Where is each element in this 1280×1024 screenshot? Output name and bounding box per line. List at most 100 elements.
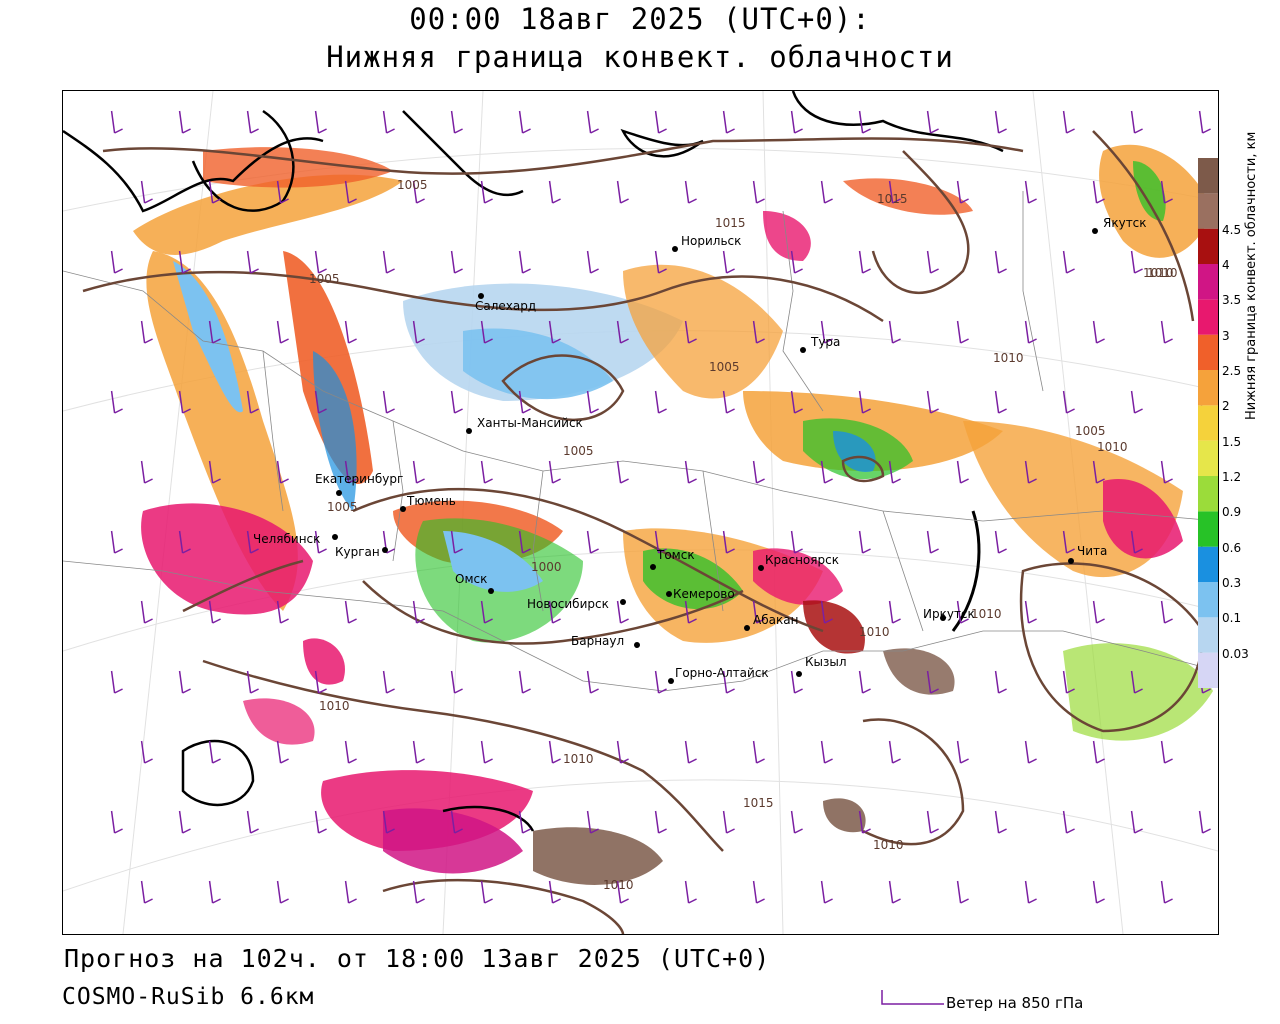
- wind-barb: [926, 110, 939, 134]
- city-label: Томск: [656, 548, 695, 562]
- isobar-label: 1010: [563, 752, 594, 766]
- wind-barb: [684, 460, 697, 484]
- city-marker-icon[interactable]: [488, 588, 494, 594]
- wind-barb: [518, 250, 531, 274]
- wind-barb: [208, 320, 221, 344]
- wind-barb: [246, 390, 259, 414]
- wind-barb: [140, 880, 153, 904]
- color-scale-tick: 2.5: [1222, 364, 1242, 378]
- wind-barb: [926, 810, 939, 834]
- city-marker-icon[interactable]: [382, 547, 388, 553]
- wind-barb: [548, 600, 561, 624]
- wind-barb: [276, 320, 289, 344]
- city-label: Барнаул: [571, 634, 624, 648]
- city-marker-icon[interactable]: [666, 591, 672, 597]
- city-marker-icon[interactable]: [1092, 228, 1098, 234]
- city-marker-icon[interactable]: [1068, 558, 1074, 564]
- map-canvas: 1005100510151015101010101005100510051010…: [63, 91, 1218, 934]
- wind-barb: [1198, 110, 1211, 134]
- city-marker-icon[interactable]: [336, 490, 342, 496]
- isobar-label: 1015: [715, 216, 746, 230]
- city-label: Якутск: [1103, 216, 1147, 230]
- wind-barb: [722, 390, 735, 414]
- isobar-label: 1005: [397, 178, 428, 192]
- city-marker-icon[interactable]: [650, 564, 656, 570]
- wind-barb: [994, 250, 1007, 274]
- city-marker-icon[interactable]: [478, 293, 484, 299]
- city-marker-icon[interactable]: [744, 625, 750, 631]
- wind-barb: [344, 320, 357, 344]
- city-marker-icon[interactable]: [668, 678, 674, 684]
- wind-barb: [246, 110, 259, 134]
- wind-barb: [684, 180, 697, 204]
- city-marker-icon[interactable]: [466, 428, 472, 434]
- city-marker-icon[interactable]: [796, 671, 802, 677]
- color-scale-swatch: [1198, 652, 1218, 688]
- wind-barb: [412, 740, 425, 764]
- city-marker-icon[interactable]: [940, 615, 946, 621]
- wind-barb: [586, 250, 599, 274]
- wind-barb: [654, 250, 667, 274]
- isobar-label: 1010: [993, 351, 1024, 365]
- weather-map[interactable]: 1005 1005 1015 1015 1010 1010 1005 1005 1005 1010…: [62, 90, 1219, 935]
- city-marker-icon[interactable]: [672, 246, 678, 252]
- city-marker-icon[interactable]: [758, 565, 764, 571]
- wind-barb: [994, 670, 1007, 694]
- wind-barb: [722, 670, 735, 694]
- wind-barb: [1024, 320, 1037, 344]
- wind-barb: [1130, 530, 1143, 554]
- wind-barb: [722, 110, 735, 134]
- wind-barb: [790, 810, 803, 834]
- wind-barb: [858, 110, 871, 134]
- wind-barb: [1160, 180, 1173, 204]
- wind-barb: [246, 810, 259, 834]
- wind-barb: [548, 740, 561, 764]
- city-label: Кызыл: [805, 655, 847, 669]
- city-marker-icon[interactable]: [400, 506, 406, 512]
- wind-legend: [881, 990, 944, 1005]
- wind-barb: [722, 810, 735, 834]
- city-marker-icon[interactable]: [332, 534, 338, 540]
- wind-barb: [956, 320, 969, 344]
- city-marker-icon[interactable]: [800, 347, 806, 353]
- wind-barb: [208, 460, 221, 484]
- wind-barb: [1062, 530, 1075, 554]
- wind-barb: [956, 740, 969, 764]
- isobar-label: 1005: [563, 444, 594, 458]
- city-label: Кемерово: [673, 587, 735, 601]
- wind-barb: [1024, 600, 1037, 624]
- color-scale-swatch: [1198, 228, 1218, 264]
- wind-barb: [450, 250, 463, 274]
- model-name: COSMO-RuSib 6.6км: [62, 984, 315, 1010]
- wind-barb: [1092, 320, 1105, 344]
- wind-barb: [314, 110, 327, 134]
- wind-barb: [140, 740, 153, 764]
- city-marker-icon[interactable]: [634, 642, 640, 648]
- wind-barb: [888, 180, 901, 204]
- wind-barb: [246, 250, 259, 274]
- wind-barb: [956, 600, 969, 624]
- color-scale-swatch: [1198, 582, 1218, 618]
- color-scale-tick: 0.9: [1222, 505, 1242, 520]
- wind-barb: [344, 180, 357, 204]
- wind-barb: [276, 180, 289, 204]
- city-label: Челябинск: [253, 532, 320, 546]
- wind-barb: [586, 110, 599, 134]
- wind-barb: [752, 180, 765, 204]
- wind-barb: [412, 880, 425, 904]
- wind-barb: [1024, 460, 1037, 484]
- wind-barb: [616, 320, 629, 344]
- wind-barb: [382, 390, 395, 414]
- wind-barb: [480, 600, 493, 624]
- isobar-label: 1010: [1097, 440, 1128, 454]
- wind-barbs: [110, 110, 1211, 904]
- wind-barb: [1092, 600, 1105, 624]
- color-scale-swatch: [1198, 264, 1218, 300]
- city-marker-icon[interactable]: [620, 599, 626, 605]
- isobar-label: 1005: [1075, 424, 1106, 438]
- wind-barb: [926, 250, 939, 274]
- wind-barb: [684, 600, 697, 624]
- wind-barb: [994, 530, 1007, 554]
- wind-barb: [752, 320, 765, 344]
- wind-barb: [1160, 740, 1173, 764]
